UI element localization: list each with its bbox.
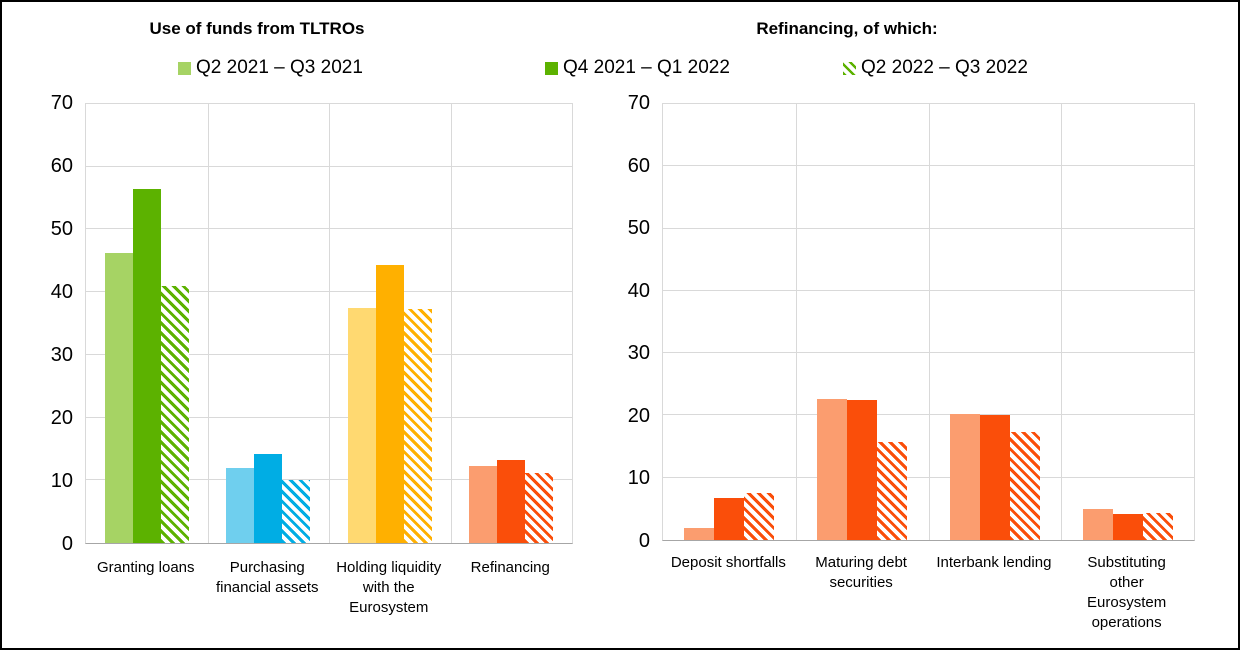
x-axis-category-label: Holding liquidity with the Eurosystem [336, 559, 442, 616]
bar-solid-dark [714, 497, 745, 540]
legend-item-q2-2022-q3-2022: Q2 2022 – Q3 2022 [843, 57, 1028, 79]
y-axis-tick-label: 60 [50, 155, 73, 177]
y-axis-tick-label: 70 [50, 92, 73, 114]
y-axis-tick-label: 0 [638, 530, 650, 552]
y-axis-tick-label: 50 [627, 217, 650, 240]
legend-item-q2-2021-q3-2021: Q2 2021 – Q3 2021 [178, 57, 363, 79]
bar-hatched [1009, 432, 1040, 540]
bar-hatched [744, 493, 775, 540]
y-axis-tick-label: 10 [627, 467, 650, 490]
bar-solid-light [469, 465, 498, 543]
bar-hatched [525, 472, 554, 543]
legend-item-q4-2021-q1-2022: Q4 2021 – Q1 2022 [545, 57, 730, 79]
bar-solid-light [347, 307, 376, 543]
bar-hatched [877, 442, 908, 540]
y-axis-tick-label: 30 [50, 344, 73, 366]
bar-solid-dark [132, 188, 161, 543]
right-chart-title: Refinancing, of which: [756, 19, 938, 38]
bar-solid-light [104, 252, 133, 543]
category-separator-line [1061, 104, 1063, 540]
bar-solid-light [226, 467, 255, 543]
bar-solid-dark [375, 265, 404, 543]
category-separator-line [928, 104, 930, 540]
right-plot-area [662, 103, 1195, 541]
bar-solid-dark [497, 459, 526, 543]
legend-label: Q2 2021 – Q3 2021 [196, 57, 363, 78]
x-axis-category-label: Deposit shortfalls [670, 554, 786, 571]
category-separator-line [329, 104, 330, 543]
left-plot-area [85, 103, 573, 544]
bar-solid-dark [1112, 514, 1143, 540]
y-axis-tick-label: 50 [50, 218, 73, 240]
x-axis-category-label: Interbank lending [936, 554, 1052, 571]
bar-hatched [282, 480, 311, 543]
y-axis-tick-label: 40 [627, 279, 650, 302]
y-axis-tick-label: 70 [627, 92, 650, 114]
y-axis-tick-label: 10 [50, 470, 73, 492]
y-axis-tick-label: 40 [50, 281, 73, 303]
category-separator-line [450, 104, 452, 543]
bar-hatched [403, 309, 432, 543]
y-axis-tick-label: 0 [61, 533, 73, 555]
legend-label: Q2 2022 – Q3 2022 [861, 57, 1028, 78]
category-separator-line [207, 104, 209, 543]
y-axis-tick-label: 20 [50, 407, 73, 429]
legend-swatch-light-icon [178, 61, 191, 75]
x-axis-category-label: Maturing debt securities [815, 554, 907, 591]
legend-swatch-dark-icon [545, 61, 558, 75]
bar-solid-dark [847, 399, 878, 540]
y-axis-tick-label: 20 [627, 404, 650, 427]
bar-solid-light [949, 413, 980, 540]
x-axis-category-label: Purchasing financial assets [215, 559, 319, 596]
x-axis-category-label: Refinancing [470, 559, 550, 576]
category-separator-line [795, 104, 797, 540]
x-axis-category-label: Granting loans [96, 559, 195, 576]
bar-solid-dark [979, 415, 1010, 540]
left-chart-title: Use of funds from TLTROs [149, 19, 365, 38]
legend-label: Q4 2021 – Q1 2022 [563, 57, 730, 78]
bar-solid-light [1082, 509, 1113, 540]
bar-hatched [1142, 513, 1173, 540]
bar-solid-light [684, 527, 715, 540]
bar-hatched [160, 285, 189, 543]
bar-solid-dark [254, 453, 283, 543]
y-axis-tick-label: 30 [627, 342, 650, 365]
bar-solid-light [817, 398, 848, 540]
x-axis-category-label: Substituting other Eurosystem operations [1087, 554, 1167, 631]
legend-swatch-hatched-icon [843, 61, 856, 75]
y-axis-tick-label: 60 [627, 154, 650, 177]
